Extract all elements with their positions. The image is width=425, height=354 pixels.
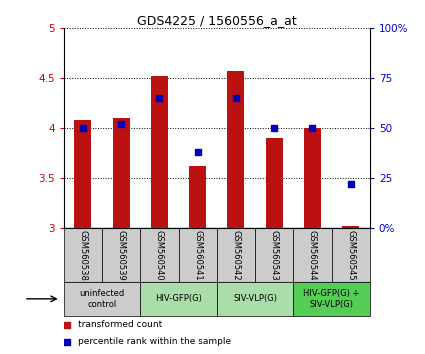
- Bar: [64, 282, 140, 316]
- Bar: [64, 228, 102, 282]
- Point: [271, 126, 278, 131]
- Point: [79, 126, 86, 131]
- Text: GSM560539: GSM560539: [116, 230, 126, 280]
- Text: GSM560542: GSM560542: [231, 230, 241, 280]
- Bar: [74, 120, 91, 228]
- Text: GSM560544: GSM560544: [308, 230, 317, 280]
- Text: GSM560543: GSM560543: [269, 230, 279, 280]
- Point: [118, 121, 125, 127]
- Point: [232, 96, 239, 101]
- Bar: [102, 228, 140, 282]
- Bar: [332, 228, 370, 282]
- Text: GSM560545: GSM560545: [346, 230, 355, 280]
- Text: uninfected
control: uninfected control: [79, 289, 125, 309]
- Bar: [293, 282, 370, 316]
- Point: [63, 322, 70, 327]
- Bar: [140, 228, 178, 282]
- Bar: [217, 282, 293, 316]
- Bar: [217, 228, 255, 282]
- Bar: [255, 228, 293, 282]
- Point: [309, 126, 316, 131]
- Text: percentile rank within the sample: percentile rank within the sample: [77, 337, 231, 346]
- Text: SIV-VLP(G): SIV-VLP(G): [233, 295, 277, 303]
- Bar: [304, 129, 321, 228]
- Title: GDS4225 / 1560556_a_at: GDS4225 / 1560556_a_at: [137, 14, 297, 27]
- Bar: [189, 166, 206, 228]
- Point: [194, 150, 201, 155]
- Point: [156, 96, 163, 101]
- Text: transformed count: transformed count: [77, 320, 162, 329]
- Text: HIV-GFP(G) +
SIV-VLP(G): HIV-GFP(G) + SIV-VLP(G): [303, 289, 360, 309]
- Bar: [113, 118, 130, 228]
- Text: GSM560538: GSM560538: [78, 230, 88, 280]
- Bar: [342, 227, 359, 228]
- Point: [63, 339, 70, 345]
- Text: HIV-GFP(G): HIV-GFP(G): [155, 295, 202, 303]
- Bar: [140, 282, 217, 316]
- Point: [347, 182, 354, 187]
- Bar: [151, 76, 168, 228]
- Bar: [178, 228, 217, 282]
- Text: GSM560541: GSM560541: [193, 230, 202, 280]
- Bar: [227, 72, 244, 228]
- Bar: [266, 138, 283, 228]
- Text: GSM560540: GSM560540: [155, 230, 164, 280]
- Bar: [293, 228, 332, 282]
